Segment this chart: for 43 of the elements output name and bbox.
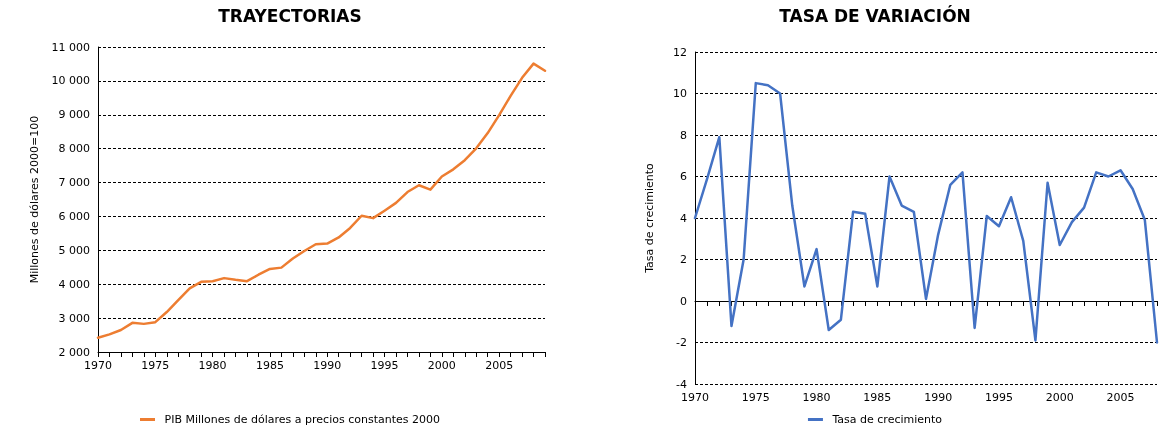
y-tick-label: 0 xyxy=(680,294,687,308)
x-tick-label: 1970 xyxy=(681,391,709,404)
x-tick-label: 2005 xyxy=(1106,391,1135,404)
chart-title: TASA DE VARIACIÓN xyxy=(779,4,971,26)
x-tick-label: 1970 xyxy=(84,359,112,372)
y-tick-label: 3 000 xyxy=(58,311,90,325)
line-series xyxy=(693,81,1159,344)
y-tick-label: 12 xyxy=(673,45,687,59)
x-tick-label: 1985 xyxy=(863,391,892,404)
y-axis-title: Tasa de crecimiento xyxy=(643,162,656,274)
x-tick-label: 2005 xyxy=(485,359,514,372)
y-tick-label: 4 xyxy=(680,211,687,225)
y-tick-label: 8 000 xyxy=(58,142,90,156)
y-tick-label: -2 xyxy=(676,336,687,349)
y-tick-label: 8 xyxy=(680,128,687,142)
x-tick-label: 1975 xyxy=(141,359,170,372)
y-axis-title: Millones de dólares 2000=100 xyxy=(28,115,41,284)
x-tick-label: 1980 xyxy=(198,359,227,372)
x-tick-label: 1995 xyxy=(370,359,399,372)
y-tick-label: 9 000 xyxy=(58,108,90,122)
x-tick-label: 1980 xyxy=(802,391,831,404)
y-tick-label: 7 000 xyxy=(58,176,90,190)
x-tick-label: 1990 xyxy=(313,359,342,372)
y-tick-label: 10 000 xyxy=(51,74,90,88)
x-tick-label: 1990 xyxy=(924,391,953,404)
y-tick-label: -4 xyxy=(676,377,687,391)
y-tick-label: 11 000 xyxy=(51,40,90,54)
y-tick-label: 2 000 xyxy=(58,345,90,359)
x-tick-label: 1995 xyxy=(984,391,1013,404)
x-tick-label: 1975 xyxy=(741,391,770,404)
y-tick-label: 2 xyxy=(680,253,687,266)
legend-label: PIB Millones de dólares a precios constantes 2000 xyxy=(164,413,440,426)
y-tick-label: 4 000 xyxy=(58,277,90,291)
x-tick-label: 2000 xyxy=(1045,391,1074,404)
x-tick-label: 2000 xyxy=(427,359,456,372)
y-tick-label: 5 000 xyxy=(58,243,90,257)
y-tick-label: 6 000 xyxy=(58,209,90,223)
line-series xyxy=(96,62,547,340)
x-tick-label: 1985 xyxy=(255,359,284,372)
y-tick-label: 10 xyxy=(673,87,687,100)
chart-title: TRAYECTORIAS xyxy=(218,5,362,26)
y-tick-label: 6 xyxy=(680,170,687,183)
legend-label: Tasa de crecimiento xyxy=(831,413,943,426)
